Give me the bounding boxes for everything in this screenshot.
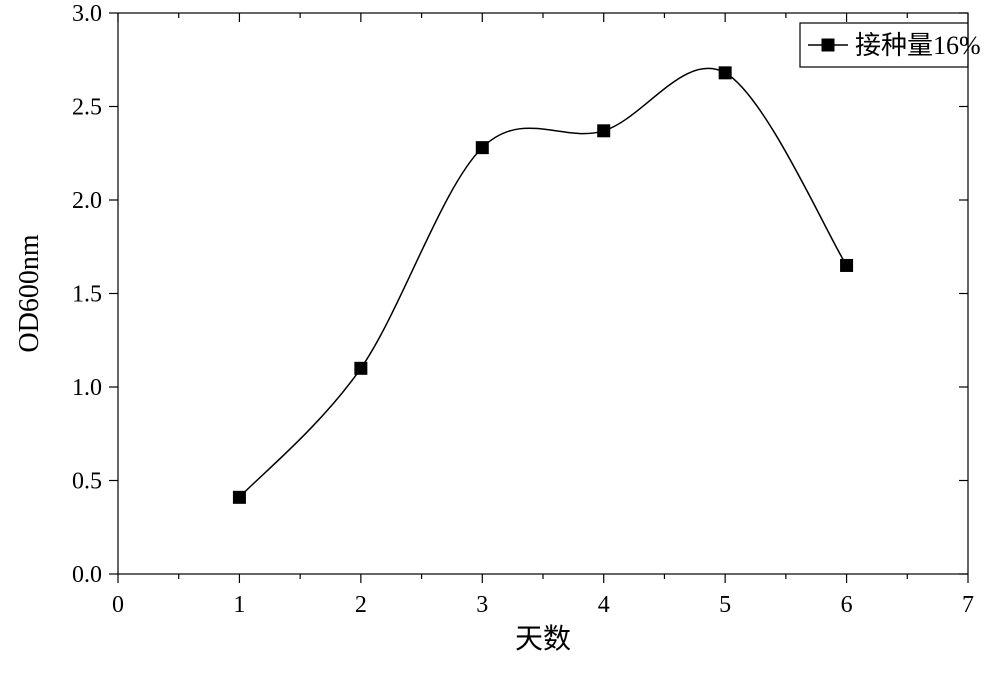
data-marker bbox=[233, 491, 246, 504]
y-tick-label: 2.5 bbox=[72, 95, 102, 121]
y-axis-title: OD600nm bbox=[14, 234, 45, 352]
y-tick-label: 1.5 bbox=[72, 282, 102, 308]
data-marker bbox=[840, 259, 853, 272]
y-tick-label: 2.0 bbox=[72, 188, 102, 214]
x-tick-label: 6 bbox=[841, 592, 853, 618]
plot-border bbox=[118, 13, 968, 574]
y-tick-label: 0.5 bbox=[72, 469, 102, 495]
x-tick-label: 2 bbox=[355, 592, 367, 618]
x-axis-title: 天数 bbox=[515, 623, 571, 655]
data-marker bbox=[719, 66, 732, 79]
line-chart: 0 1 2 3 4 5 6 7 0.0 0.5 1.0 1.5 2.0 2.5 3.0 天数 OD600nm 接种… bbox=[0, 0, 1000, 674]
x-tick-label: 4 bbox=[598, 592, 610, 618]
legend-marker bbox=[822, 39, 835, 52]
x-tick-label: 3 bbox=[476, 592, 488, 618]
data-marker bbox=[354, 362, 367, 375]
x-tick-label: 5 bbox=[719, 592, 731, 618]
x-tick-label: 1 bbox=[233, 592, 245, 618]
data-marker bbox=[476, 141, 489, 154]
data-marker bbox=[597, 124, 610, 137]
y-tick-label: 0.0 bbox=[72, 562, 102, 588]
legend-label: 接种量16% bbox=[855, 31, 981, 60]
x-tick-label: 0 bbox=[112, 592, 124, 618]
series-line bbox=[239, 68, 846, 497]
y-tick-label: 1.0 bbox=[72, 375, 102, 401]
x-tick-label: 7 bbox=[962, 592, 974, 618]
y-tick-label: 3.0 bbox=[72, 1, 102, 27]
